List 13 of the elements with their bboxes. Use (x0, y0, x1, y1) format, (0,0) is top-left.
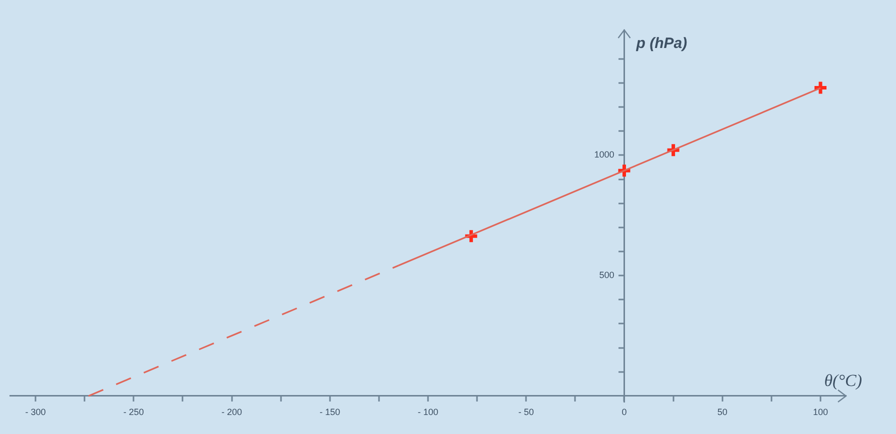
x-tick-label: 50 (717, 406, 728, 417)
y-axis-title: p (hPa) (635, 35, 688, 52)
x-tick-label: - 150 (320, 406, 340, 417)
x-tick-label: - 200 (222, 406, 242, 417)
x-tick-label: 100 (812, 406, 828, 417)
x-tick-label: - 250 (123, 406, 144, 417)
x-axis-title: θ(°C) (824, 370, 862, 390)
x-tick-label: 0 (622, 406, 627, 417)
y-tick-label: 500 (599, 270, 614, 280)
x-tick-label: - 300 (25, 406, 46, 417)
x-tick-label: - 50 (518, 406, 534, 417)
x-tick-label: - 100 (418, 406, 438, 417)
y-tick-label: 1000 (594, 150, 614, 160)
